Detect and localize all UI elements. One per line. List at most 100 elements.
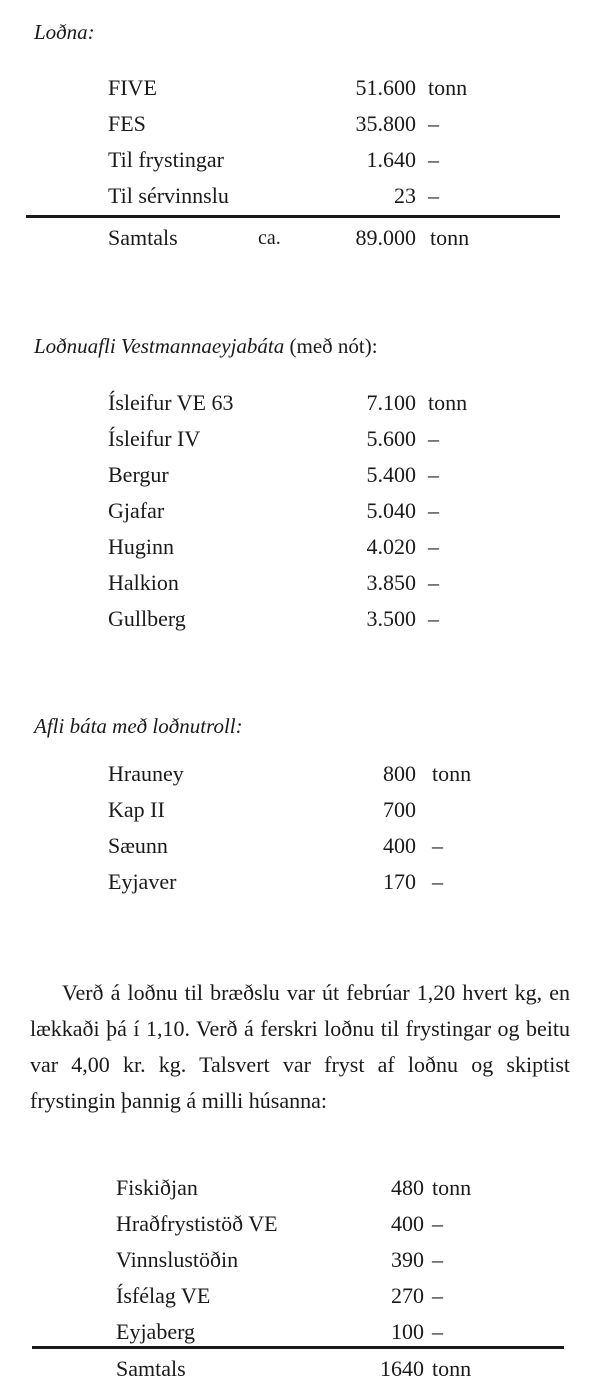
row-unit: – xyxy=(432,833,443,858)
table-row: Fiskiðjan 480 tonn xyxy=(116,1170,536,1206)
row-label: Sæunn xyxy=(108,833,168,858)
section-heading-loðnutroll: Afli báta með loðnutroll: xyxy=(34,714,243,738)
frysting-total-row: Samtals 1640 tonn xyxy=(116,1351,536,1387)
total-label: Samtals xyxy=(116,1356,186,1381)
row-value: 390 xyxy=(391,1247,424,1272)
table-row: FES 35.800– xyxy=(108,106,528,142)
row-label: Hrauney xyxy=(108,761,184,786)
row-value: 5.400 xyxy=(366,462,417,487)
table-row: Gjafar 5.040– xyxy=(108,493,528,529)
table-row: Eyjaberg 100– xyxy=(116,1314,536,1350)
table-row: Ísleifur IV 5.600– xyxy=(108,421,528,457)
row-label: Gjafar xyxy=(108,498,165,523)
table-divider xyxy=(26,215,560,218)
table-row: Kap II 700 xyxy=(108,792,528,828)
table-row: Hrauney 800 tonn xyxy=(108,756,528,792)
row-value: 3.850 xyxy=(366,570,417,595)
row-label: Halkion xyxy=(108,570,179,595)
table-row: Ísfélag VE 270– xyxy=(116,1278,536,1314)
total-label: Samtals xyxy=(108,225,178,250)
row-unit: – xyxy=(428,183,439,208)
lodna-total-row: Samtals ca. 89.000 tonn xyxy=(108,220,528,256)
row-value: 7.100 xyxy=(366,390,417,415)
row-value: 800 xyxy=(383,761,416,786)
row-label: Huginn xyxy=(108,534,174,559)
row-label: Til sérvinnslu xyxy=(108,183,229,208)
heading-suffix: (með nót): xyxy=(289,334,378,358)
heading-text: Loðnuafli Vestmannaeyjabáta xyxy=(34,334,285,358)
row-unit: – xyxy=(428,534,439,559)
row-label: Bergur xyxy=(108,462,169,487)
row-unit: tonn xyxy=(428,75,468,100)
row-value: 1.640 xyxy=(366,147,417,172)
table-row: Hraðfrystistöð VE 400– xyxy=(116,1206,536,1242)
row-unit: – xyxy=(432,1211,443,1236)
row-value: 170 xyxy=(383,869,416,894)
row-label: Ísfélag VE xyxy=(116,1283,211,1308)
table-row: Til frystingar 1.640– xyxy=(108,142,528,178)
row-unit: – xyxy=(428,606,439,631)
table-row: Halkion 3.850– xyxy=(108,565,528,601)
row-label: Gullberg xyxy=(108,606,186,631)
row-unit: – xyxy=(432,1283,443,1308)
paragraph-text: Verð á loðnu til bræðslu var út febrúar … xyxy=(30,980,570,1113)
section-heading-lodna: Loðna: xyxy=(34,20,95,44)
table-row: Eyjaver 170– xyxy=(108,864,528,900)
lodna-table: FIVE 51.600 tonn FES 35.800– Til frystingar 1.… xyxy=(108,70,528,214)
row-unit: tonn xyxy=(432,761,472,786)
row-unit: – xyxy=(428,570,439,595)
row-label: FES xyxy=(108,111,146,136)
table-row: Gullberg 3.500– xyxy=(108,601,528,637)
row-value: 100 xyxy=(391,1319,424,1344)
table-row: Vinnslustöðin 390– xyxy=(116,1242,536,1278)
row-unit: – xyxy=(432,1247,443,1272)
row-label: Hraðfrystistöð VE xyxy=(116,1211,278,1236)
section-heading-vestmannaeyjabata: Loðnuafli Vestmannaeyjabáta (með nót): xyxy=(34,334,378,359)
table-divider xyxy=(32,1346,564,1349)
total-unit: tonn xyxy=(432,1356,472,1381)
row-value: 23 xyxy=(394,183,416,208)
row-label: Eyjaberg xyxy=(116,1319,196,1344)
row-unit: tonn xyxy=(432,1175,472,1200)
total-prefix: ca. xyxy=(258,227,281,249)
row-value: 5.040 xyxy=(366,498,417,523)
row-label: FIVE xyxy=(108,75,157,100)
table-row: Huginn 4.020– xyxy=(108,529,528,565)
body-paragraph: Verð á loðnu til bræðslu var út febrúar … xyxy=(30,975,570,1119)
row-value: 4.020 xyxy=(366,534,417,559)
row-unit: – xyxy=(428,111,439,136)
row-value: 35.800 xyxy=(355,111,417,136)
row-label: Til frystingar xyxy=(108,147,224,172)
row-unit: tonn xyxy=(428,390,468,415)
row-unit: – xyxy=(432,869,443,894)
row-label: Vinnslustöðin xyxy=(116,1247,239,1272)
total-value: 89.000 xyxy=(355,225,417,250)
table-row: Bergur 5.400– xyxy=(108,457,528,493)
lodnutroll-table: Hrauney 800 tonn Kap II 700 Sæunn 400– Eyjaver 1… xyxy=(108,756,528,900)
row-value: 3.500 xyxy=(366,606,417,631)
row-value: 700 xyxy=(383,797,416,822)
row-value: 400 xyxy=(383,833,416,858)
row-unit: – xyxy=(428,498,439,523)
row-value: 5.600 xyxy=(366,426,417,451)
row-value: 480 xyxy=(391,1175,424,1200)
table-row: Sæunn 400– xyxy=(108,828,528,864)
vestmannaeyjabata-table: Ísleifur VE 63 7.100 tonn Ísleifur IV 5.600–… xyxy=(108,385,528,637)
table-row: FIVE 51.600 tonn xyxy=(108,70,528,106)
table-row: Ísleifur VE 63 7.100 tonn xyxy=(108,385,528,421)
frysting-table: Fiskiðjan 480 tonn Hraðfrystistöð VE 400– Vin… xyxy=(116,1170,536,1350)
row-label: Fiskiðjan xyxy=(116,1175,198,1200)
total-value: 1640 xyxy=(380,1356,424,1381)
row-unit: – xyxy=(428,426,439,451)
row-label: Ísleifur IV xyxy=(108,426,201,451)
row-unit: – xyxy=(428,462,439,487)
row-label: Eyjaver xyxy=(108,869,177,894)
row-label: Kap II xyxy=(108,797,165,822)
row-value: 51.600 xyxy=(355,75,417,100)
row-value: 400 xyxy=(391,1211,424,1236)
table-row: Til sérvinnslu 23– xyxy=(108,178,528,214)
row-label: Ísleifur VE 63 xyxy=(108,390,234,415)
row-unit: – xyxy=(428,147,439,172)
row-value: 270 xyxy=(391,1283,424,1308)
total-unit: tonn xyxy=(430,225,470,250)
